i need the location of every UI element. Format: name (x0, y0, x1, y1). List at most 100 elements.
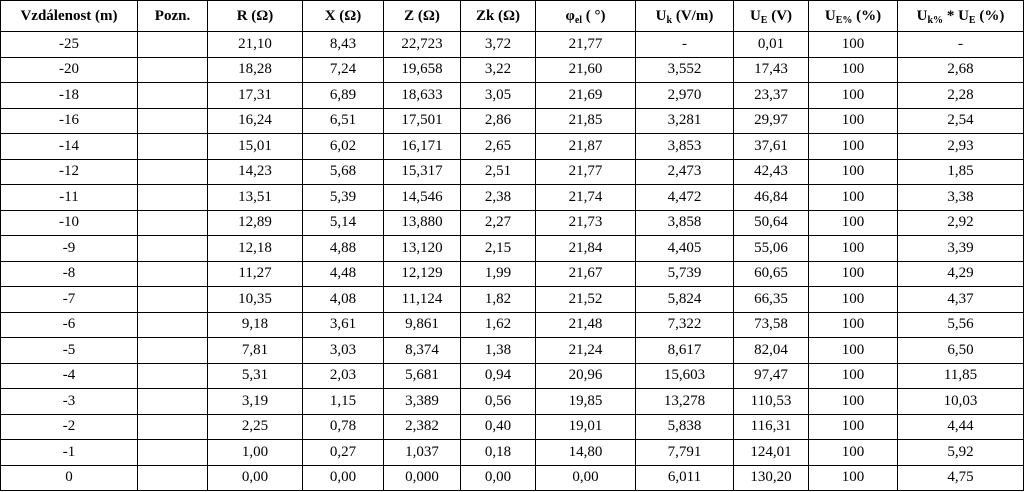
empty-cell (137, 464, 208, 491)
empty-cell (137, 260, 208, 287)
table-cell: -7 (0, 286, 138, 313)
table-cell: 19,01 (535, 413, 636, 440)
table-cell: 5,739 (635, 260, 734, 287)
table-cell: 29,97 (733, 107, 809, 134)
table-cell: 23,37 (733, 82, 809, 109)
table-cell: 124,01 (733, 439, 809, 466)
table-cell: 1,99 (460, 260, 536, 287)
table-cell: -1 (0, 439, 138, 466)
empty-cell (137, 362, 208, 389)
table-cell: 4,29 (897, 260, 1024, 287)
table-cell: 100 (808, 260, 898, 287)
table-cell: -16 (0, 107, 138, 134)
table-cell: 10,03 (897, 388, 1024, 415)
table-cell: -5 (0, 337, 138, 364)
table-cell: -8 (0, 260, 138, 287)
table-cell: 73,58 (733, 311, 809, 338)
table-cell: 0,00 (460, 464, 536, 491)
table-cell: 2,38 (460, 184, 536, 211)
table-cell: 16,171 (383, 133, 461, 160)
table-cell: -6 (0, 311, 138, 338)
header-text: U (824, 7, 836, 24)
table-cell: 21,60 (535, 56, 636, 83)
table-cell: 66,35 (733, 286, 809, 313)
table-cell: 100 (808, 184, 898, 211)
table-cell: 12,18 (207, 235, 303, 262)
table-cell: 0,000 (383, 464, 461, 491)
table-cell: 100 (808, 286, 898, 313)
table-cell: 130,20 (733, 464, 809, 491)
table-cell: 21,24 (535, 337, 636, 364)
table-cell: -2 (0, 413, 138, 440)
table-cell: 100 (808, 158, 898, 185)
table-row: -12 14,23 5,68 15,317 2,51 21,77 2,473 42,43 100… (0, 158, 1024, 185)
table-cell: 12,129 (383, 260, 461, 287)
empty-cell (137, 82, 208, 109)
table-cell: 5,31 (207, 362, 303, 389)
table-row: -6 9,18 3,61 9,861 1,62 21,48 7,322 73,58 100 5,5… (0, 311, 1024, 338)
table-cell: 3,39 (897, 235, 1024, 262)
table-cell: 3,61 (302, 311, 384, 338)
table-cell: 21,69 (535, 82, 636, 109)
table-cell: 4,44 (897, 413, 1024, 440)
table-cell: 2,970 (635, 82, 734, 109)
empty-cell (137, 388, 208, 415)
table-cell: 100 (808, 82, 898, 109)
table-row: -20 18,28 7,24 19,658 3,22 21,60 3,552 17,43 100… (0, 56, 1024, 83)
empty-cell (137, 235, 208, 262)
table-cell: 8,374 (383, 337, 461, 364)
table-cell: 100 (808, 337, 898, 364)
table-cell: 97,47 (733, 362, 809, 389)
table-cell: 21,77 (535, 31, 636, 58)
empty-cell (137, 56, 208, 83)
table-cell: 2,65 (460, 133, 536, 160)
header-row: Vzdálenost (m) Pozn. R (Ω) X (Ω) Z (Ω) Zk (Ω)… (0, 0, 1024, 32)
table-cell: 18,28 (207, 56, 303, 83)
table-cell: 0,27 (302, 439, 384, 466)
empty-cell (137, 133, 208, 160)
header-text: U (749, 7, 761, 24)
header-text: X (Ω) (324, 7, 362, 24)
table-cell: 37,61 (733, 133, 809, 160)
table-cell: 17,31 (207, 82, 303, 109)
table-cell: 55,06 (733, 235, 809, 262)
table-cell: 1,85 (897, 158, 1024, 185)
table-cell: 1,15 (302, 388, 384, 415)
column-header: Pozn. (137, 0, 208, 32)
table-cell: 3,853 (635, 133, 734, 160)
table-cell: 2,382 (383, 413, 461, 440)
table-cell: 21,10 (207, 31, 303, 58)
table-cell: 11,85 (897, 362, 1024, 389)
table-cell: 13,880 (383, 209, 461, 236)
header-text: Zk (Ω) (475, 7, 521, 24)
empty-cell (137, 184, 208, 211)
table-row: -2 2,25 0,78 2,382 0,40 19,01 5,838 116,31 100 4,… (0, 413, 1024, 440)
empty-cell (137, 286, 208, 313)
table-cell: 21,84 (535, 235, 636, 262)
header-subscript: E% (835, 14, 853, 26)
table-cell: 21,73 (535, 209, 636, 236)
table-cell: 21,85 (535, 107, 636, 134)
table-cell: 14,546 (383, 184, 461, 211)
table-cell: 0,56 (460, 388, 536, 415)
header-subscript: E (760, 14, 768, 26)
table-row: -25 21,10 8,43 22,723 3,72 21,77-0,01 100- (0, 31, 1024, 58)
column-header: R (Ω) (207, 0, 303, 32)
table-cell: 4,88 (302, 235, 384, 262)
table-cell: 3,19 (207, 388, 303, 415)
table-cell: 15,317 (383, 158, 461, 185)
table-row: -7 10,35 4,08 11,124 1,82 21,52 5,824 66,35 100 4… (0, 286, 1024, 313)
table-cell: 2,68 (897, 56, 1024, 83)
table-cell: 4,37 (897, 286, 1024, 313)
column-header: UE% (%) (808, 0, 898, 32)
header-text: R (Ω) (236, 7, 274, 24)
table-cell: 17,43 (733, 56, 809, 83)
header-text: * U (943, 7, 969, 24)
table-cell: 5,14 (302, 209, 384, 236)
table-cell: 6,89 (302, 82, 384, 109)
table-row: -8 11,27 4,48 12,129 1,99 21,67 5,739 60,65 100 4… (0, 260, 1024, 287)
table-cell: 16,24 (207, 107, 303, 134)
table-cell: 11,124 (383, 286, 461, 313)
